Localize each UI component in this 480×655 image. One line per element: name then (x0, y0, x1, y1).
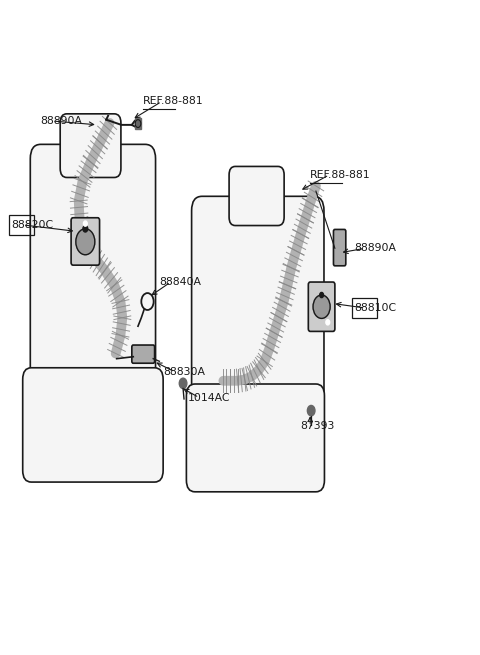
Circle shape (326, 320, 330, 325)
FancyBboxPatch shape (308, 282, 335, 331)
Circle shape (179, 378, 187, 388)
Circle shape (76, 229, 95, 255)
FancyBboxPatch shape (71, 217, 99, 265)
FancyBboxPatch shape (192, 196, 324, 433)
Text: 88820C: 88820C (12, 220, 53, 230)
FancyBboxPatch shape (186, 384, 324, 492)
Text: 88830A: 88830A (163, 367, 205, 377)
Text: 88890A: 88890A (354, 243, 396, 253)
Text: REF.88-881: REF.88-881 (310, 170, 371, 180)
Circle shape (83, 225, 88, 232)
FancyBboxPatch shape (334, 229, 346, 266)
Text: 87393: 87393 (301, 421, 335, 431)
FancyBboxPatch shape (23, 367, 163, 482)
FancyBboxPatch shape (60, 114, 121, 178)
Circle shape (307, 405, 315, 416)
Circle shape (320, 292, 324, 297)
Bar (135, 118, 141, 130)
Text: 88810C: 88810C (354, 303, 396, 313)
Text: 1014AC: 1014AC (188, 392, 230, 403)
Circle shape (313, 295, 330, 318)
Circle shape (84, 221, 87, 226)
FancyBboxPatch shape (30, 144, 156, 407)
Text: 88840A: 88840A (159, 277, 201, 287)
FancyBboxPatch shape (229, 166, 284, 225)
Text: REF.88-881: REF.88-881 (143, 96, 204, 107)
FancyBboxPatch shape (132, 345, 155, 364)
Text: 88890A: 88890A (41, 116, 83, 126)
